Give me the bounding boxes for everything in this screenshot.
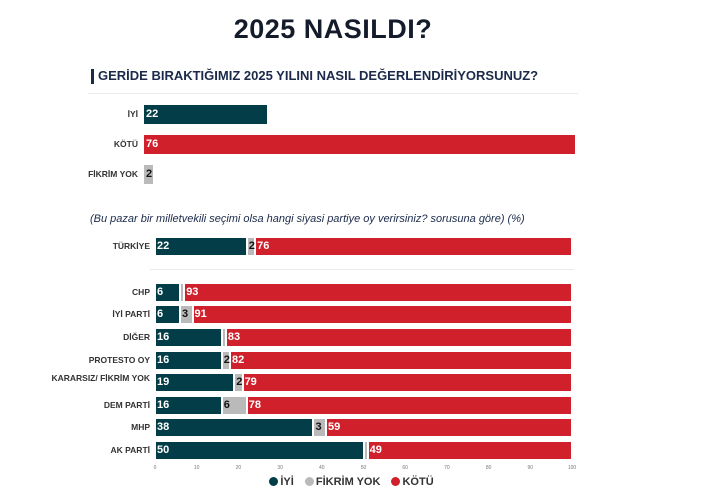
bar-value: 6 bbox=[157, 286, 164, 298]
bar-segment bbox=[246, 396, 572, 415]
x-tick-label: 40 bbox=[319, 465, 325, 471]
bar-value: 79 bbox=[244, 376, 257, 388]
bar-segment bbox=[155, 441, 364, 460]
category-label: İYİ bbox=[127, 109, 138, 119]
bar-value: 16 bbox=[157, 331, 170, 343]
bar-segment bbox=[155, 305, 181, 324]
bar-segment bbox=[155, 396, 222, 415]
category-label: DEM PARTİ bbox=[103, 400, 150, 410]
category-label: MHP bbox=[131, 422, 150, 432]
legend-item-fikrim-yok: FİKRİM YOK bbox=[304, 476, 381, 488]
bar-segment bbox=[242, 373, 572, 392]
bar-value: 2 bbox=[248, 240, 255, 252]
bar-segment bbox=[246, 237, 256, 256]
bar-segment bbox=[221, 328, 226, 347]
bar-value: 16 bbox=[157, 399, 170, 411]
category-label: KARARSIZ/ FİKRİM YOK bbox=[51, 373, 150, 383]
category-label: DİĞER bbox=[123, 332, 150, 342]
bar bbox=[143, 104, 269, 125]
bar-segment bbox=[255, 237, 572, 256]
bar-value: 22 bbox=[157, 240, 170, 252]
bar-segment bbox=[225, 328, 572, 347]
bar-segment bbox=[367, 441, 572, 460]
x-tick-label: 10 bbox=[193, 465, 200, 471]
bar-value: 83 bbox=[227, 331, 241, 343]
bar-value: 78 bbox=[248, 399, 261, 411]
bar-value: 3 bbox=[315, 421, 322, 433]
page-title: 2025 NASILDI? bbox=[233, 14, 433, 44]
bar-segment bbox=[155, 237, 247, 256]
bar-value: 6 bbox=[157, 308, 164, 320]
category-label: FİKRİM YOK bbox=[88, 169, 138, 179]
x-tick-label: 70 bbox=[444, 465, 450, 471]
bar-segment bbox=[155, 283, 181, 302]
x-tick-label: 20 bbox=[235, 465, 242, 471]
bar-value: 19 bbox=[157, 376, 170, 388]
legend-dot bbox=[269, 477, 279, 486]
bar-segment bbox=[221, 396, 247, 415]
divider bbox=[88, 93, 578, 94]
question-accent-bar bbox=[91, 69, 94, 84]
bar bbox=[143, 164, 155, 185]
legend-dot bbox=[391, 477, 401, 486]
category-label: AK PARTİ bbox=[110, 445, 150, 455]
bar-segment bbox=[192, 305, 572, 324]
bar-value: 91 bbox=[194, 308, 207, 320]
bar bbox=[143, 134, 576, 155]
bar-segment bbox=[180, 305, 193, 324]
bar-value: 50 bbox=[157, 444, 170, 456]
x-tick-label: 100 bbox=[567, 465, 577, 471]
category-label: TÜRKİYE bbox=[112, 241, 150, 251]
legend-label: KÖTÜ bbox=[402, 476, 434, 488]
category-label: İYİ PARTİ bbox=[112, 309, 150, 319]
x-tick-label: 0 bbox=[153, 465, 157, 471]
x-tick-label: 50 bbox=[360, 465, 367, 471]
legend: İYİ FİKRİM YOK KÖTÜ bbox=[0, 476, 703, 488]
bar-segment bbox=[363, 441, 368, 460]
bar-value: 2 bbox=[146, 168, 153, 180]
bar-segment bbox=[155, 418, 314, 437]
bar-segment bbox=[221, 351, 231, 370]
bar-value: 82 bbox=[232, 354, 245, 366]
legend-label: İYİ bbox=[280, 476, 294, 488]
bar-segment bbox=[184, 283, 572, 302]
bar-value: 93 bbox=[186, 286, 199, 298]
bar-value: 2 bbox=[236, 376, 243, 388]
legend-item-kotu: KÖTÜ bbox=[391, 476, 434, 488]
bar-segment bbox=[313, 418, 326, 437]
x-tick-label: 60 bbox=[402, 465, 408, 471]
bar-value: 49 bbox=[369, 444, 382, 456]
bar-segment bbox=[155, 328, 222, 347]
bar-value: 76 bbox=[257, 240, 270, 252]
bar-segment bbox=[155, 351, 222, 370]
legend-dot bbox=[304, 477, 314, 486]
bar-segment bbox=[155, 373, 235, 392]
bar-value: 16 bbox=[157, 354, 170, 366]
x-tick-label: 90 bbox=[527, 465, 534, 471]
bar-segment bbox=[234, 373, 243, 392]
x-tick-label: 80 bbox=[485, 465, 492, 471]
bar-value: 22 bbox=[146, 108, 159, 120]
bar-value: 2 bbox=[223, 354, 230, 366]
question-heading: GERİDE BIRAKTIĞIMIZ 2025 YILINI NASIL DE… bbox=[98, 68, 539, 83]
divider bbox=[150, 269, 574, 270]
bar-segment bbox=[230, 351, 572, 370]
x-tick-label: 30 bbox=[277, 465, 283, 471]
bar-segment bbox=[325, 418, 572, 437]
bar-value: 76 bbox=[146, 138, 159, 150]
chart-subtitle: (Bu pazar bir milletvekili seçimi olsa h… bbox=[90, 213, 525, 225]
bar-segment bbox=[180, 283, 185, 302]
category-label: KÖTÜ bbox=[113, 139, 138, 149]
legend-item-iyi: İYİ bbox=[269, 476, 294, 488]
bar-value: 59 bbox=[327, 421, 341, 433]
category-label: PROTESTO OY bbox=[88, 355, 150, 365]
legend-label: FİKRİM YOK bbox=[315, 476, 381, 488]
bar-value: 3 bbox=[182, 308, 189, 320]
bar-value: 38 bbox=[157, 421, 170, 433]
bar-value: 6 bbox=[223, 399, 230, 411]
category-label: CHP bbox=[132, 287, 150, 297]
